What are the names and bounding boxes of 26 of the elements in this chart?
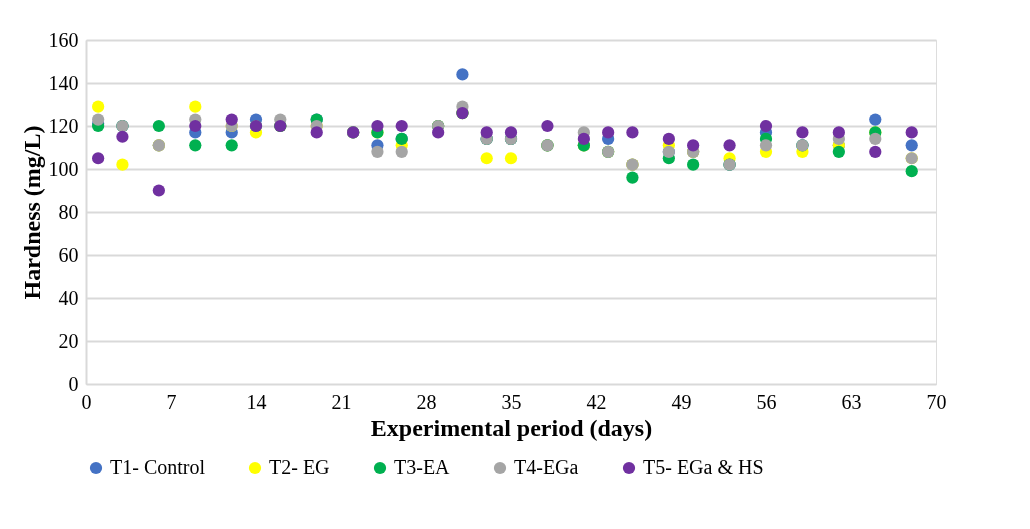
- legend-label: T5- EGa & HS: [643, 456, 764, 478]
- y-tick-label: 40: [58, 286, 79, 309]
- y-tick-label: 140: [48, 71, 79, 94]
- x-tick-label: 21: [331, 390, 352, 413]
- x-tick-label: 63: [841, 390, 862, 413]
- y-tick-label: 20: [58, 329, 79, 352]
- y-tick-label: 80: [58, 200, 79, 223]
- x-tick-label: 49: [671, 390, 692, 413]
- x-tick-label: 56: [756, 390, 777, 413]
- y-tick-label: 100: [48, 157, 79, 180]
- y-tick-label: 160: [48, 28, 79, 51]
- x-tick-label: 70: [926, 390, 947, 413]
- x-tick-label: 35: [501, 390, 522, 413]
- legend-label: T1- Control: [110, 456, 206, 478]
- x-tick-label: 7: [166, 390, 177, 413]
- y-axis-title: Hardness (mg/L): [18, 125, 45, 300]
- y-tick-label: 120: [48, 114, 79, 137]
- legend-label: T2- EG: [269, 456, 330, 478]
- x-tick-label: 42: [586, 390, 607, 413]
- legend-label: T4-EGa: [514, 456, 579, 478]
- y-tick-label: 60: [58, 243, 79, 266]
- y-tick-label: 0: [68, 372, 79, 395]
- legend-label: T3-EA: [394, 456, 451, 478]
- x-axis-title: Experimental period (days): [370, 414, 653, 441]
- x-tick-label: 28: [416, 390, 437, 413]
- x-tick-label: 14: [246, 390, 267, 413]
